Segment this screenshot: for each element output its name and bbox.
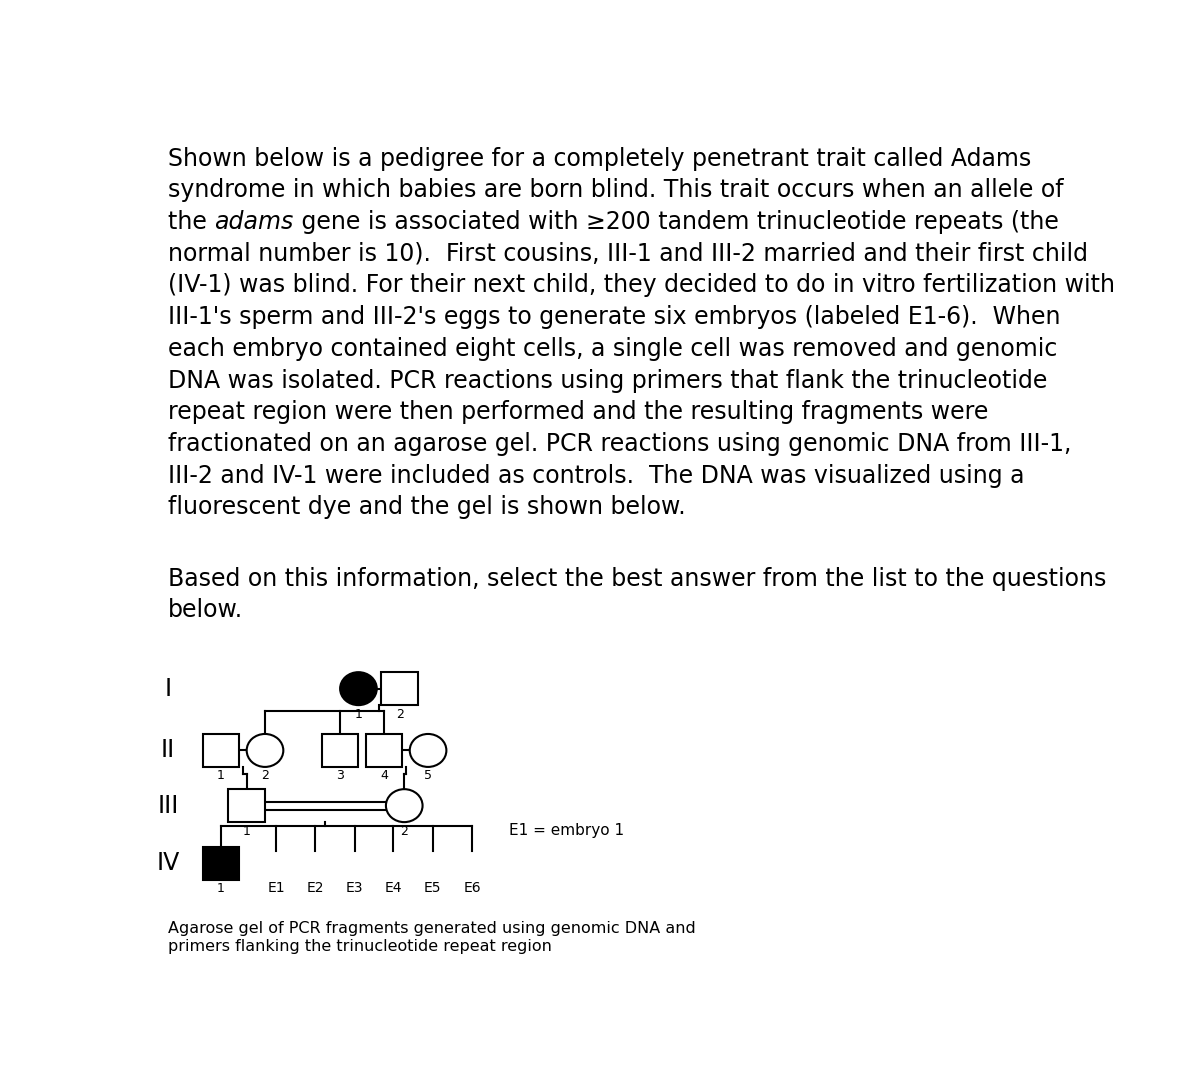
Text: repeat region were then performed and the resulting fragments were: repeat region were then performed and th…	[168, 400, 988, 425]
Text: Agarose gel of PCR fragments generated using genomic DNA and: Agarose gel of PCR fragments generated u…	[168, 921, 696, 936]
Text: 1: 1	[217, 883, 225, 896]
Circle shape	[340, 672, 377, 705]
Text: III-1's sperm and III-2's eggs to generate six embryos (labeled E1-6).  When: III-1's sperm and III-2's eggs to genera…	[168, 305, 1060, 330]
Text: 1: 1	[217, 769, 225, 782]
Bar	[382, 672, 418, 705]
Text: E5: E5	[424, 882, 441, 896]
Text: III-2 and IV-1 were included as controls.  The DNA was visualized using a: III-2 and IV-1 were included as controls…	[168, 463, 1025, 488]
Text: E2: E2	[306, 882, 324, 896]
Text: Shown below is a pedigree for a completely penetrant trait called Adams: Shown below is a pedigree for a complete…	[168, 147, 1031, 170]
Text: syndrome in which babies are born blind. This trait occurs when an allele of: syndrome in which babies are born blind.…	[168, 179, 1064, 202]
Text: fractionated on an agarose gel. PCR reactions using genomic DNA from III-1,: fractionated on an agarose gel. PCR reac…	[168, 432, 1071, 456]
Text: E3: E3	[346, 882, 364, 896]
Bar	[203, 734, 239, 767]
Text: 4: 4	[381, 769, 388, 782]
Text: E1 = embryo 1: E1 = embryo 1	[508, 823, 624, 838]
Text: E6: E6	[463, 882, 481, 896]
Text: E1: E1	[267, 882, 285, 896]
Text: (IV-1) was blind. For their next child, they decided to do in vitro fertilizatio: (IV-1) was blind. For their next child, …	[168, 274, 1115, 297]
Text: normal number is 10).  First cousins, III-1 and III-2 married and their first ch: normal number is 10). First cousins, III…	[168, 242, 1087, 265]
Bar	[228, 790, 265, 822]
Bar	[365, 734, 402, 767]
Circle shape	[385, 790, 423, 822]
Text: 2: 2	[401, 825, 408, 838]
Text: each embryo contained eight cells, a single cell was removed and genomic: each embryo contained eight cells, a sin…	[168, 337, 1057, 361]
Text: Based on this information, select the best answer from the list to the questions: Based on this information, select the be…	[168, 567, 1106, 591]
Text: 1: 1	[355, 707, 363, 720]
Text: 5: 5	[424, 769, 433, 782]
Text: DNA was isolated. PCR reactions using primers that flank the trinucleotide: DNA was isolated. PCR reactions using pr…	[168, 368, 1047, 393]
Circle shape	[247, 734, 284, 767]
Text: adams: adams	[214, 210, 293, 234]
Bar	[322, 734, 358, 767]
Text: gene is associated with ≥200 tandem trinucleotide repeats (the: gene is associated with ≥200 tandem trin…	[293, 210, 1058, 234]
Text: primers flanking the trinucleotide repeat region: primers flanking the trinucleotide repea…	[168, 939, 552, 954]
Text: 1: 1	[242, 825, 251, 838]
Text: fluorescent dye and the gel is shown below.: fluorescent dye and the gel is shown bel…	[168, 495, 686, 519]
Text: 2: 2	[396, 707, 403, 720]
Text: 3: 3	[336, 769, 344, 782]
Text: the: the	[168, 210, 214, 234]
Text: I: I	[164, 676, 171, 701]
Text: II: II	[161, 738, 175, 763]
Text: III: III	[157, 794, 178, 817]
Circle shape	[410, 734, 447, 767]
Bar	[203, 846, 239, 880]
Text: IV: IV	[156, 852, 180, 875]
Text: E4: E4	[384, 882, 402, 896]
Text: 2: 2	[261, 769, 269, 782]
Text: below.: below.	[168, 598, 243, 623]
